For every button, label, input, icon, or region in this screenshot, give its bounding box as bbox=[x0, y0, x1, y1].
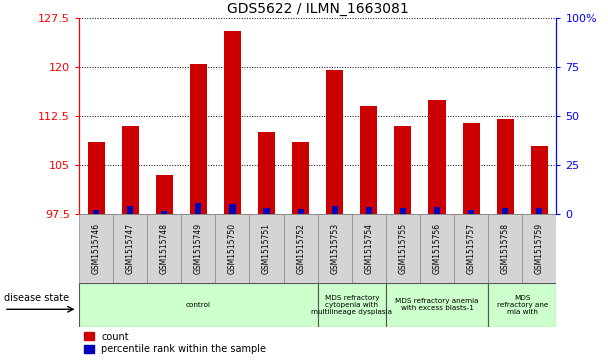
Bar bbox=[468, 210, 474, 214]
Text: GSM1515755: GSM1515755 bbox=[398, 223, 407, 274]
Bar bbox=[488, 214, 522, 283]
Text: GSM1515747: GSM1515747 bbox=[126, 223, 135, 274]
Bar bbox=[93, 210, 99, 214]
Bar bbox=[190, 64, 207, 214]
Text: MDS
refractory ane
mia with: MDS refractory ane mia with bbox=[497, 295, 548, 315]
Text: GSM1515752: GSM1515752 bbox=[296, 223, 305, 274]
Text: GSM1515751: GSM1515751 bbox=[262, 223, 271, 274]
Bar bbox=[224, 31, 241, 214]
Bar bbox=[463, 123, 480, 214]
Bar bbox=[366, 207, 372, 214]
Bar bbox=[352, 214, 386, 283]
Bar bbox=[283, 214, 317, 283]
Bar bbox=[113, 214, 147, 283]
Bar bbox=[156, 175, 173, 214]
Bar bbox=[181, 214, 215, 283]
Bar bbox=[297, 209, 304, 214]
Text: GSM1515759: GSM1515759 bbox=[535, 223, 544, 274]
Bar bbox=[263, 208, 269, 214]
Bar bbox=[88, 142, 105, 214]
Bar bbox=[122, 126, 139, 214]
Bar bbox=[429, 100, 446, 214]
Text: MDS refractory anemia
with excess blasts-1: MDS refractory anemia with excess blasts… bbox=[395, 298, 478, 311]
Text: GSM1515746: GSM1515746 bbox=[92, 223, 100, 274]
Bar bbox=[522, 214, 556, 283]
Bar bbox=[536, 208, 542, 214]
Text: MDS refractory
cytopenia with
multilineage dysplasia: MDS refractory cytopenia with multilinea… bbox=[311, 295, 392, 315]
Bar bbox=[400, 208, 406, 214]
Bar bbox=[502, 208, 508, 214]
Text: GSM1515750: GSM1515750 bbox=[228, 223, 237, 274]
Bar bbox=[454, 214, 488, 283]
Bar bbox=[79, 283, 317, 327]
Bar bbox=[147, 214, 181, 283]
Bar bbox=[161, 211, 167, 214]
Text: GSM1515749: GSM1515749 bbox=[194, 223, 203, 274]
Bar bbox=[331, 206, 338, 214]
Bar bbox=[420, 214, 454, 283]
Bar bbox=[195, 203, 201, 214]
Text: GSM1515756: GSM1515756 bbox=[432, 223, 441, 274]
Bar bbox=[79, 214, 113, 283]
Bar bbox=[531, 146, 548, 214]
Bar bbox=[386, 214, 420, 283]
Text: GSM1515758: GSM1515758 bbox=[500, 223, 510, 274]
Bar bbox=[326, 70, 344, 214]
Bar bbox=[395, 126, 412, 214]
Text: GSM1515753: GSM1515753 bbox=[330, 223, 339, 274]
Bar bbox=[292, 142, 309, 214]
Bar bbox=[258, 132, 275, 214]
Title: GDS5622 / ILMN_1663081: GDS5622 / ILMN_1663081 bbox=[227, 2, 409, 16]
Bar bbox=[361, 106, 378, 214]
Text: GSM1515748: GSM1515748 bbox=[160, 223, 169, 274]
Text: GSM1515754: GSM1515754 bbox=[364, 223, 373, 274]
Bar bbox=[215, 214, 249, 283]
Legend: count, percentile rank within the sample: count, percentile rank within the sample bbox=[84, 331, 266, 355]
Bar bbox=[229, 204, 235, 214]
Bar bbox=[249, 214, 283, 283]
Bar bbox=[386, 283, 488, 327]
Bar bbox=[317, 283, 386, 327]
Bar bbox=[317, 214, 352, 283]
Bar bbox=[127, 206, 133, 214]
Bar bbox=[497, 119, 514, 214]
Text: GSM1515757: GSM1515757 bbox=[466, 223, 475, 274]
Text: control: control bbox=[186, 302, 211, 308]
Bar bbox=[434, 207, 440, 214]
Bar bbox=[488, 283, 556, 327]
Text: disease state: disease state bbox=[4, 293, 69, 303]
